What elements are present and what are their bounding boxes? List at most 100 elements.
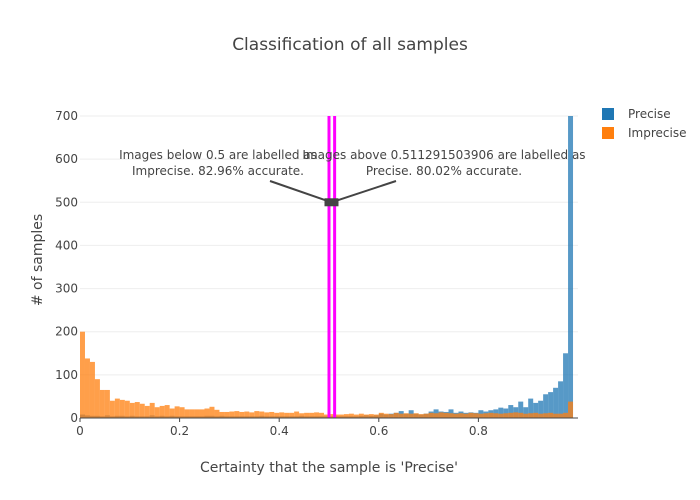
histogram-bar-imprecise [219,411,225,418]
histogram-bar-imprecise [209,406,215,418]
y-axis-label: # of samples [30,214,46,306]
annotation-arrow [331,180,397,204]
histogram-bar-imprecise [80,331,85,418]
y-tick-label: 200 [55,325,78,339]
histogram-bar-imprecise [294,411,300,418]
histogram-bar-imprecise [309,412,315,418]
y-tick-label: 400 [55,238,78,252]
histogram-bar-precise [533,402,539,418]
histogram-bar-imprecise [254,411,260,418]
histogram-bar-imprecise [533,412,539,418]
histogram-bar-imprecise [94,379,100,418]
histogram-bar-imprecise [543,413,549,418]
histogram-bar-imprecise [453,413,459,418]
histogram-bar-imprecise [199,409,205,418]
histogram-bar-imprecise [259,411,265,418]
histogram-bar-imprecise [498,413,504,418]
histogram-bar-imprecise [194,409,200,418]
histogram-bar-precise [558,381,564,418]
histogram-bar-imprecise [458,413,464,418]
histogram-bar-imprecise [478,413,484,418]
histogram-bar-precise [568,116,574,418]
histogram-bar-imprecise [154,407,160,418]
histogram-bar-imprecise [179,407,185,418]
histogram-bar-imprecise [443,412,449,418]
histogram-bar-imprecise [324,414,329,418]
histogram-bar-imprecise [388,414,394,418]
histogram-bar-precise [563,353,569,418]
histogram-bar-imprecise [224,411,230,418]
histogram-bar-precise [548,392,554,418]
histogram-bar-imprecise [518,412,524,418]
histogram-bar-imprecise [383,413,389,418]
histogram-bar-imprecise [553,413,559,418]
y-tick-label: 500 [55,195,78,209]
histogram-bar-imprecise [264,412,270,418]
x-tick-label: 0.2 [170,424,189,438]
histogram-bar-imprecise [343,414,349,418]
chart-title: Classification of all samples [232,35,468,55]
histogram-bar-imprecise [214,409,220,418]
histogram-bar-imprecise [408,413,414,418]
histogram-bar-precise [543,394,549,418]
histogram-bar-imprecise [169,408,175,418]
histogram-bar-imprecise [378,412,384,418]
legend-swatch-imprecise[interactable] [602,127,614,139]
annotation-text: Images above 0.511291503906 are labelled… [302,148,585,178]
annotation-arrow [269,180,332,204]
histogram-bar-imprecise [503,413,509,418]
histogram-bar-imprecise [393,412,399,418]
histogram-bar-imprecise [144,405,150,418]
histogram-bar-imprecise [563,412,569,418]
histogram-bar-imprecise [329,414,334,418]
tick-labels: 0 0.2 0.4 0.6 0.8 0 100 200 300 400 500 600 700 [55,109,488,438]
histogram-bar-imprecise [463,413,469,418]
histogram-bar-imprecise [398,413,404,418]
histogram-bar-imprecise [269,411,275,418]
histogram-bar-imprecise [104,389,110,418]
histogram-bar-imprecise [89,361,95,418]
histogram-bar-imprecise [508,412,514,418]
annotation-text: Images below 0.5 are labelled as Imprecis… [119,148,317,178]
histogram-bar-imprecise [299,413,305,418]
y-tick-label: 100 [55,368,78,382]
legend-label-precise[interactable]: Precise [628,107,671,121]
histogram-bar-imprecise [289,412,295,418]
histogram-bar-imprecise [418,414,424,418]
histogram-bar-imprecise [358,413,364,418]
histogram-bar-imprecise [314,412,320,418]
histogram-bar-imprecise [333,414,339,418]
threshold-lines [327,116,337,418]
histogram-bar-imprecise [338,414,344,418]
histogram-bar-imprecise [244,411,250,418]
histogram-bar-precise [538,400,544,418]
x-tick-label: 0.8 [469,424,488,438]
histogram-bar-imprecise [413,413,419,418]
histogram-bar-imprecise [548,412,554,418]
histogram-bar-imprecise [129,402,135,418]
histogram-bar-imprecise [433,413,439,418]
x-axis-label: Certainty that the sample is 'Precise' [200,460,458,476]
histogram-bar-precise [498,407,504,418]
histogram-bar-imprecise [284,412,290,418]
histogram-bar-imprecise [274,412,280,418]
x-tick-label: 0 [76,424,84,438]
legend-label-imprecise[interactable]: Imprecise [628,126,686,140]
histogram-bar-imprecise [523,413,529,418]
histogram-bar-imprecise [184,409,190,418]
histogram-bar-imprecise [363,414,369,418]
legend-swatch-precise[interactable] [602,108,614,120]
histogram-bar-imprecise [149,402,155,418]
histogram-bar-imprecise [159,405,165,418]
histogram-bar-precise [528,398,534,418]
histogram-bar-precise [553,387,559,418]
histogram-bar-imprecise [353,414,359,418]
histogram-bar-imprecise [448,413,454,418]
histogram-bar-imprecise [124,400,130,418]
histogram-bar-precise [518,401,524,418]
histogram-bar-imprecise [558,413,564,418]
histogram-bar-imprecise [109,400,115,418]
histogram-bar-imprecise [348,413,354,418]
